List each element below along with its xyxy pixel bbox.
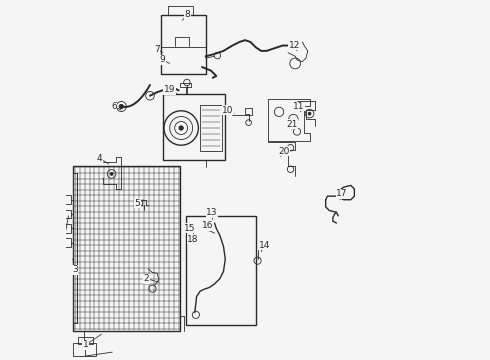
Bar bbox=[59, 195, 71, 204]
Text: 6: 6 bbox=[111, 102, 117, 111]
Circle shape bbox=[110, 172, 113, 175]
Text: 21: 21 bbox=[287, 120, 298, 129]
Text: 11: 11 bbox=[293, 102, 305, 111]
Text: 20: 20 bbox=[278, 147, 290, 156]
Text: 16: 16 bbox=[201, 221, 213, 230]
Bar bbox=[186, 216, 256, 325]
Bar bbox=[59, 210, 71, 219]
Text: 15: 15 bbox=[184, 224, 195, 233]
Text: 17: 17 bbox=[336, 189, 347, 198]
Text: 10: 10 bbox=[222, 105, 234, 114]
Text: 19: 19 bbox=[164, 85, 175, 94]
Text: 7: 7 bbox=[154, 45, 160, 54]
Text: 12: 12 bbox=[289, 41, 300, 50]
Text: 9: 9 bbox=[160, 55, 166, 64]
Bar bbox=[163, 94, 225, 160]
Circle shape bbox=[308, 112, 311, 115]
Bar bbox=[191, 240, 196, 243]
Circle shape bbox=[119, 104, 123, 109]
Bar bbox=[73, 343, 96, 356]
Text: 1: 1 bbox=[82, 341, 88, 350]
Text: 8: 8 bbox=[185, 10, 191, 19]
Bar bbox=[200, 105, 222, 151]
Bar bbox=[168, 6, 193, 15]
Text: 14: 14 bbox=[259, 241, 270, 250]
Text: 2: 2 bbox=[144, 274, 149, 283]
Text: 3: 3 bbox=[72, 265, 77, 274]
Circle shape bbox=[179, 126, 183, 130]
Bar bbox=[59, 238, 71, 247]
Text: 18: 18 bbox=[187, 235, 199, 244]
Bar bbox=[180, 83, 191, 87]
Bar bbox=[59, 224, 71, 233]
Text: 5: 5 bbox=[135, 199, 140, 208]
Text: 13: 13 bbox=[206, 208, 218, 217]
Bar bbox=[73, 166, 180, 330]
Bar bbox=[161, 15, 205, 74]
Bar bbox=[78, 337, 93, 343]
Bar bbox=[73, 173, 77, 323]
Text: 4: 4 bbox=[97, 154, 102, 163]
